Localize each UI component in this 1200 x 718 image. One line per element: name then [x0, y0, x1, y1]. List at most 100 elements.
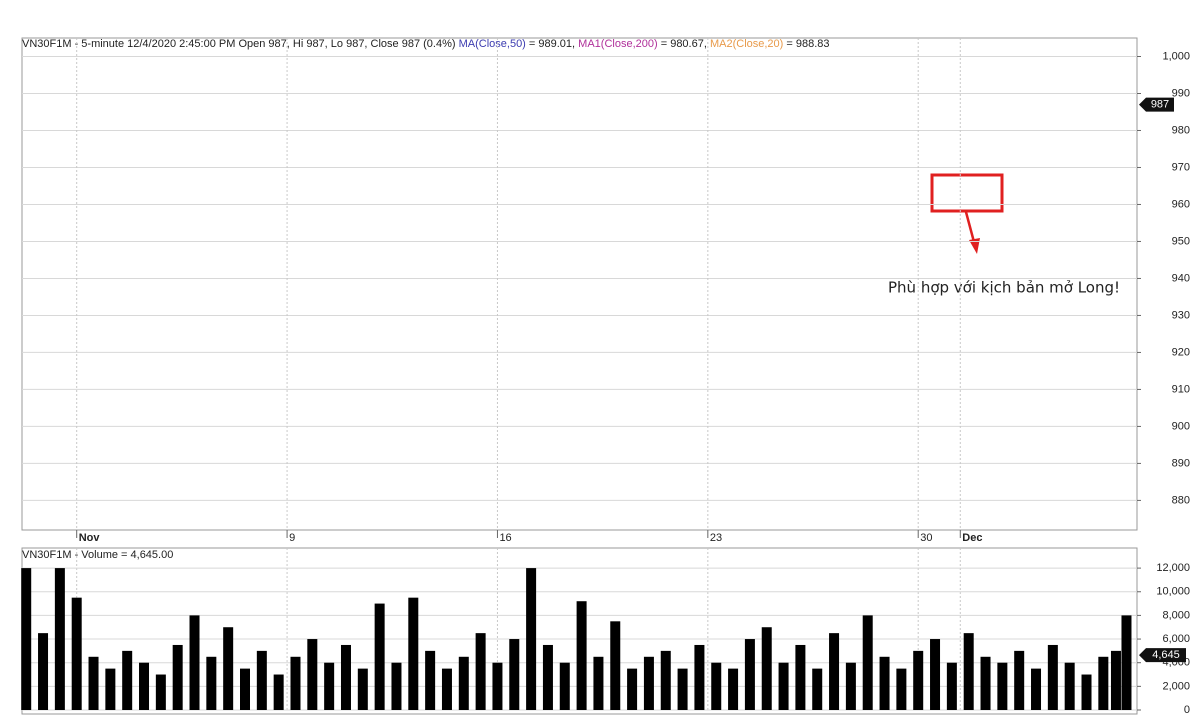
volume-bar: [593, 656, 604, 710]
volume-bar: [391, 662, 402, 710]
x-tick-label: 30: [920, 532, 932, 544]
price-panel: [21, 37, 1138, 531]
volume-bar: [526, 568, 537, 710]
volume-bar: [374, 603, 385, 710]
volume-bar: [542, 644, 553, 710]
volume-bar: [408, 597, 419, 710]
indicator-label: MA(Close,50): [459, 38, 526, 50]
volume-bar: [340, 644, 351, 710]
volume-bar: [290, 656, 301, 710]
y-tick-label: 980: [1172, 124, 1190, 136]
volume-title: VN30F1M - Volume = 4,645.00: [22, 549, 173, 561]
volume-bar: [677, 668, 688, 710]
volume-bar: [1031, 668, 1042, 710]
y-tick-label: 890: [1172, 457, 1190, 469]
volume-bar: [896, 668, 907, 710]
header-main: VN30F1M - 5-minute 12/4/2020 2:45:00 PM …: [22, 38, 456, 50]
y-tick-label: 0: [1184, 704, 1190, 716]
last-value-label: 987: [1151, 98, 1169, 110]
volume-bar: [324, 662, 335, 710]
volume-bar: [576, 601, 587, 710]
volume-bar: [610, 621, 621, 710]
y-tick-label: 10,000: [1156, 586, 1190, 598]
volume-bar: [206, 656, 217, 710]
indicator-value: = 980.67,: [661, 38, 707, 50]
volume-bar: [1064, 662, 1075, 710]
indicator-label: MA1(Close,200): [578, 38, 657, 50]
y-tick-label: 12,000: [1156, 562, 1190, 574]
y-tick-label: 930: [1172, 309, 1190, 321]
volume-bar: [997, 662, 1008, 710]
volume-bar: [963, 633, 974, 710]
volume-bar: [155, 674, 166, 710]
volume-bar: [812, 668, 823, 710]
volume-bar: [829, 633, 840, 710]
last-value-tag: [1139, 648, 1186, 663]
y-tick-label: 910: [1172, 383, 1190, 395]
volume-bar: [694, 644, 705, 710]
volume-bar: [475, 633, 486, 710]
y-tick-label: 900: [1172, 420, 1190, 432]
volume-bar: [425, 650, 436, 710]
volume-bar: [441, 668, 452, 710]
y-tick-label: 950: [1172, 235, 1190, 247]
indicator-value: = 989.01,: [529, 38, 575, 50]
volume-bar: [643, 656, 654, 710]
volume-bar: [139, 662, 150, 710]
x-tick-label: 16: [499, 532, 511, 544]
y-tick-label: 990: [1172, 87, 1190, 99]
y-tick-label: 970: [1172, 161, 1190, 173]
volume-bar: [744, 639, 755, 710]
volume-bar: [122, 650, 133, 710]
y-tick-label: 8,000: [1162, 609, 1190, 621]
volume-bar: [240, 668, 250, 710]
volume-bar: [1110, 650, 1121, 710]
volume-bar: [980, 656, 991, 710]
y-tick-label: 940: [1172, 272, 1190, 284]
volume-bar: [71, 597, 82, 710]
x-tick-label: 9: [289, 532, 295, 544]
volume-bar: [256, 650, 267, 710]
volume-bar: [1047, 644, 1058, 710]
volume-bar: [38, 633, 49, 710]
y-tick-label: 6,000: [1162, 633, 1190, 645]
volume-bar: [88, 656, 99, 710]
volume-bar: [357, 668, 368, 710]
volume-bar: [509, 639, 520, 710]
volume-bar: [105, 668, 116, 710]
annotation: Phù hợp với kịch bản mở Long!: [888, 279, 1120, 297]
indicator-value: = 988.83: [786, 38, 829, 50]
volume-bar: [711, 662, 722, 710]
volume-bar: [795, 644, 806, 710]
volume-bar: [930, 639, 941, 710]
x-tick-label: 23: [710, 532, 722, 544]
volume-bar: [273, 674, 284, 710]
indicator-label: MA2(Close,20): [710, 38, 783, 50]
volume-bar: [1081, 674, 1092, 710]
volume-bar: [627, 668, 638, 710]
x-tick-label: Dec: [962, 532, 982, 544]
arrow-shaft: [964, 211, 976, 243]
y-tick-label: 960: [1172, 198, 1190, 210]
volume-bar: [458, 656, 469, 710]
volume-bar: [1098, 656, 1109, 710]
volume-bar: [189, 615, 200, 710]
volume-bar: [946, 662, 957, 710]
volume-bar: [54, 568, 65, 710]
volume-bar: [559, 662, 570, 710]
volume-bar: [223, 627, 234, 710]
y-tick-label: 2,000: [1162, 680, 1190, 692]
last-value-label: 4,645: [1152, 649, 1180, 661]
price-line: [23, 86, 1128, 511]
volume-bar: [307, 639, 318, 710]
volume-bar: [660, 650, 671, 710]
highlight-box: [930, 173, 1004, 213]
volume-bar: [879, 656, 890, 710]
volume-bar: [728, 668, 739, 710]
volume-bar: [1121, 615, 1132, 710]
volume-bar: [913, 650, 924, 710]
last-value-tag: [1139, 97, 1174, 112]
volume-bar: [778, 662, 789, 710]
arrow-head: [969, 238, 980, 254]
y-tick-label: 1,000: [1162, 50, 1190, 62]
